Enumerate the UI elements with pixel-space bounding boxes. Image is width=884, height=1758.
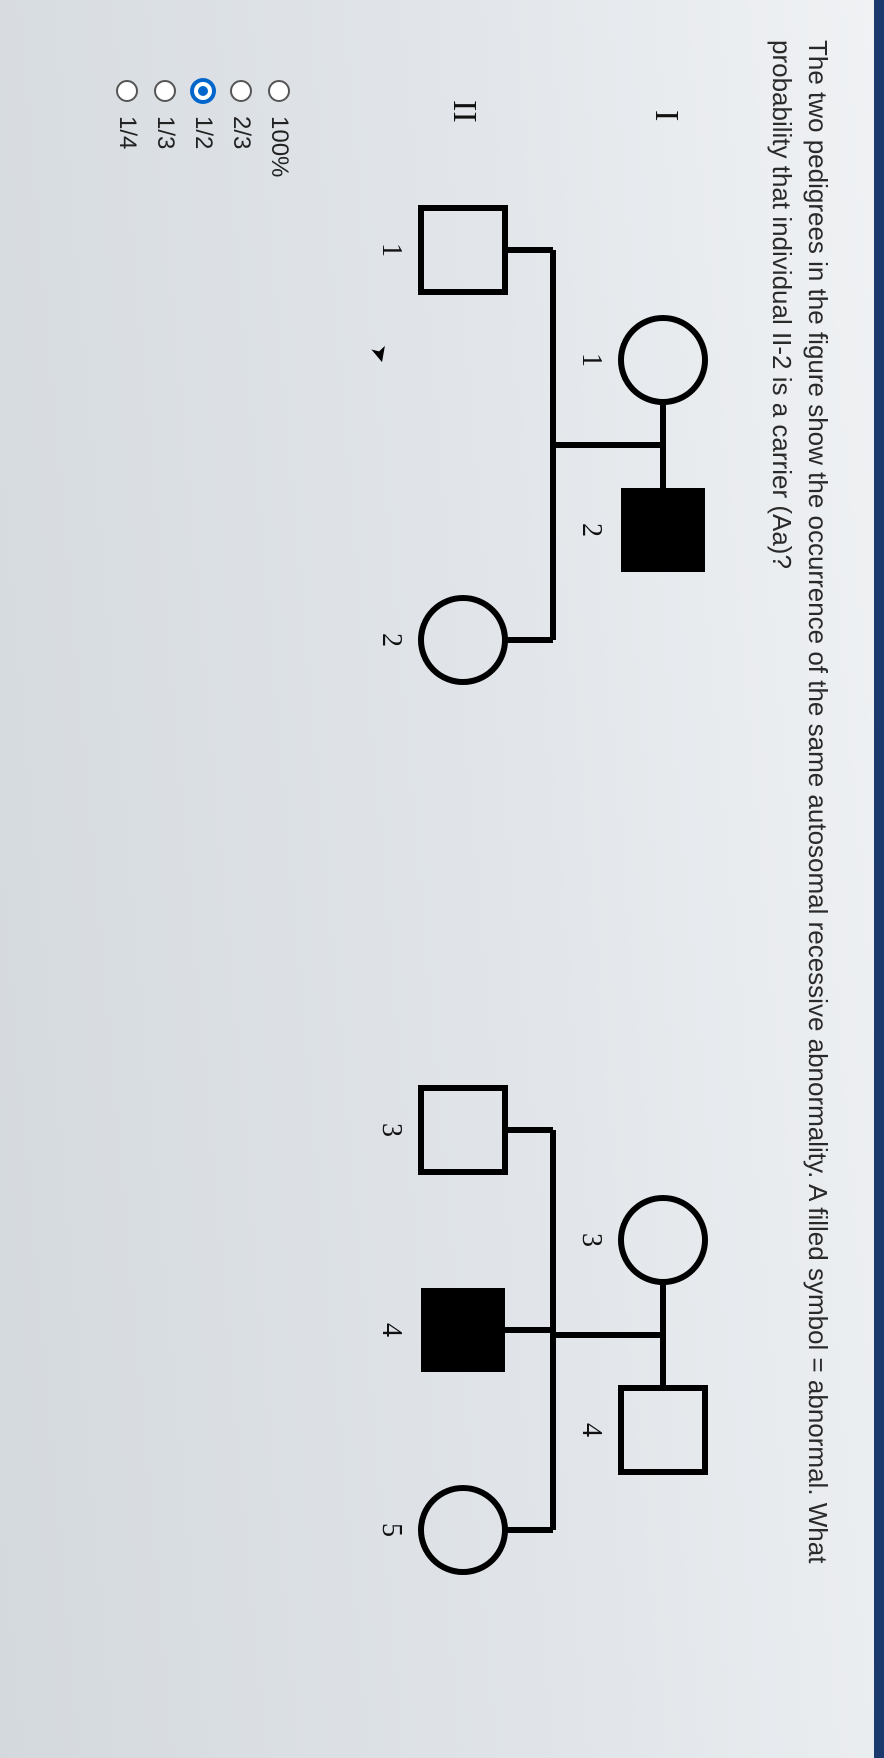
generation-1-label: I xyxy=(647,110,685,121)
individual-I-2 xyxy=(621,488,705,572)
individual-II-1 xyxy=(421,208,505,292)
label-II-3: 3 xyxy=(376,1123,407,1137)
individual-I-4 xyxy=(621,1388,705,1472)
label-I-3: 3 xyxy=(576,1233,607,1247)
label-I-2: 2 xyxy=(576,523,607,537)
individual-I-3 xyxy=(621,1198,705,1282)
radio-icon[interactable] xyxy=(154,80,176,102)
individual-II-4 xyxy=(421,1288,505,1372)
question-line-1: The two pedigrees in the figure show the… xyxy=(803,40,833,1563)
question-page: The two pedigrees in the figure show the… xyxy=(0,0,884,1758)
option-2-3[interactable]: 2/3 xyxy=(227,80,255,1718)
question-line-2: probability that individual II-2 is a ca… xyxy=(767,40,797,569)
question-text: The two pedigrees in the figure show the… xyxy=(763,40,836,1718)
radio-icon[interactable] xyxy=(192,80,214,102)
individual-II-3 xyxy=(421,1088,505,1172)
label-II-1: 1 xyxy=(376,243,407,257)
answer-options: 100% 2/3 1/2 1/3 1/4 xyxy=(113,80,293,1718)
option-label: 1/3 xyxy=(151,116,179,149)
option-100-percent[interactable]: 100% xyxy=(265,80,293,1718)
label-II-5: 5 xyxy=(376,1523,407,1537)
pedigree-figure: I II 1 2 1 2 xyxy=(313,40,733,1690)
label-I-4: 4 xyxy=(576,1423,607,1437)
pedigree-svg: 1 2 1 2 3 4 xyxy=(313,160,733,1690)
option-1-4[interactable]: 1/4 xyxy=(113,80,141,1718)
label-II-2: 2 xyxy=(376,633,407,647)
label-II-4: 4 xyxy=(376,1323,407,1337)
option-1-3[interactable]: 1/3 xyxy=(151,80,179,1718)
option-label: 1/4 xyxy=(113,116,141,149)
generation-2-label: II xyxy=(445,100,483,123)
option-label: 2/3 xyxy=(227,116,255,149)
option-label: 100% xyxy=(265,116,293,177)
option-1-2[interactable]: 1/2 xyxy=(189,80,217,1718)
individual-II-5 xyxy=(421,1488,505,1572)
individual-I-1 xyxy=(621,318,705,402)
option-label: 1/2 xyxy=(189,116,217,149)
radio-icon[interactable] xyxy=(230,80,252,102)
radio-icon[interactable] xyxy=(268,80,290,102)
window-top-edge xyxy=(874,0,884,1758)
label-I-1: 1 xyxy=(576,353,607,367)
radio-icon[interactable] xyxy=(116,80,138,102)
individual-II-2 xyxy=(421,598,505,682)
